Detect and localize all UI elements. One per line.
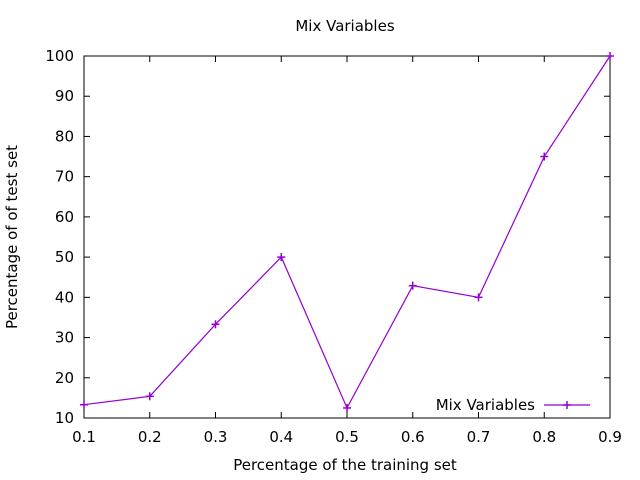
y-tick-label: 20 bbox=[55, 369, 74, 387]
x-tick-label: 0.2 bbox=[138, 428, 162, 446]
data-point-marker bbox=[606, 52, 614, 60]
data-point-marker bbox=[145, 392, 154, 401]
data-point-marker bbox=[540, 152, 549, 161]
x-tick-label: 0.8 bbox=[532, 428, 556, 446]
y-tick-label: 60 bbox=[55, 208, 74, 226]
y-axis-title: Percentage of of test set bbox=[3, 145, 21, 329]
series-layer bbox=[80, 52, 614, 412]
x-tick-label: 0.3 bbox=[204, 428, 228, 446]
legend: Mix Variables bbox=[436, 396, 590, 414]
y-tick-label: 80 bbox=[55, 127, 74, 145]
data-point-marker bbox=[211, 320, 220, 329]
data-point-marker bbox=[408, 281, 417, 290]
y-tick-label: 30 bbox=[55, 329, 74, 347]
y-axis: 10 20 30 40 50 60 70 80 90 100 bbox=[45, 47, 610, 427]
data-point-marker bbox=[80, 400, 88, 409]
x-tick-label: 0.7 bbox=[467, 428, 491, 446]
x-tick-label: 0.1 bbox=[72, 428, 96, 446]
x-tick-label: 0.6 bbox=[401, 428, 425, 446]
y-tick-label: 100 bbox=[45, 47, 74, 65]
y-tick-label: 50 bbox=[55, 248, 74, 266]
x-axis: 0.1 0.2 0.3 0.4 0.5 0.6 0.7 0.8 0.9 bbox=[72, 56, 622, 446]
y-tick-label: 40 bbox=[55, 288, 74, 306]
data-point-marker bbox=[277, 253, 286, 262]
series-line bbox=[83, 55, 611, 410]
x-tick-label: 0.9 bbox=[598, 428, 622, 446]
y-tick-label: 90 bbox=[55, 87, 74, 105]
y-tick-label: 10 bbox=[55, 409, 74, 427]
chart-title: Mix Variables bbox=[295, 17, 394, 35]
data-point-marker bbox=[343, 403, 351, 412]
legend-marker bbox=[563, 401, 571, 409]
y-tick-label: 70 bbox=[55, 168, 74, 186]
x-tick-label: 0.4 bbox=[269, 428, 293, 446]
data-point-marker bbox=[474, 293, 483, 302]
legend-label: Mix Variables bbox=[436, 396, 535, 414]
x-tick-label: 0.5 bbox=[335, 428, 359, 446]
x-axis-title: Percentage of the training set bbox=[233, 456, 457, 474]
plot-frame bbox=[83, 55, 611, 419]
